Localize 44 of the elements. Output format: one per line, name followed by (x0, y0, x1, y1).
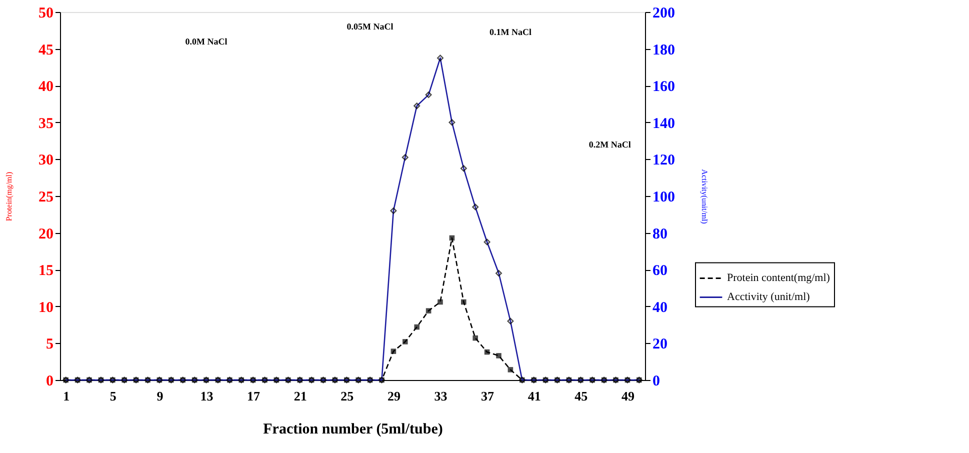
annotation: 0.0M NaCl (185, 36, 228, 46)
y-tick-label: 15 (38, 263, 54, 280)
y2-tick-label: 60 (652, 263, 668, 280)
y2-tick-label: 40 (652, 300, 668, 316)
y2-tick-label: 200 (652, 6, 675, 22)
y-tick-label: 40 (38, 79, 54, 96)
y-tick-label: 20 (38, 226, 54, 242)
x-tick-label: 25 (340, 388, 354, 404)
y-tick-label: 30 (38, 152, 54, 169)
x-axis-title: Fraction number (5ml/tube) (263, 422, 443, 438)
y-axis-title: Protein(mg/ml) (4, 172, 14, 222)
x-tick-label: 5 (110, 388, 117, 404)
y-tick-label: 45 (38, 42, 54, 58)
y2-tick-label: 20 (652, 336, 668, 353)
x-tick-label: 37 (481, 388, 495, 404)
y-tick-label: 5 (46, 336, 54, 353)
x-tick-label: 41 (528, 388, 541, 404)
x-tick-label: 21 (294, 388, 307, 404)
x-tick-label: 17 (247, 388, 261, 404)
x-tick-label: 9 (156, 388, 164, 404)
annotation: 0.1M NaCl (489, 27, 532, 38)
y-tick-label: 50 (38, 6, 54, 22)
y-tick-label: 10 (38, 300, 54, 316)
y2-tick-label: 0 (652, 374, 660, 390)
x-tick-label: 45 (574, 388, 588, 404)
legend-label: Acctivity (unit/ml) (727, 291, 810, 304)
x-tick-label: 29 (387, 388, 401, 404)
y2-tick-label: 120 (652, 152, 675, 169)
y2-tick-label: 80 (652, 226, 668, 242)
y2-axis-title: Activity(unit/ml) (700, 169, 709, 224)
y2-tick-label: 180 (652, 42, 675, 58)
x-tick-label: 1 (63, 388, 70, 404)
y2-tick-label: 160 (652, 79, 675, 96)
y2-tick-label: 140 (652, 116, 675, 132)
x-tick-label: 33 (434, 388, 448, 404)
legend-label: Protein content(mg/ml) (727, 272, 830, 284)
y2-tick-label: 100 (652, 190, 675, 206)
annotation: 0.05M NaCl (346, 22, 394, 32)
x-tick-label: 49 (621, 388, 635, 404)
y-tick-label: 35 (38, 116, 54, 132)
x-tick-label: 13 (200, 388, 214, 404)
y-tick-label: 25 (38, 190, 54, 206)
y-tick-label: 0 (46, 374, 54, 390)
annotation: 0.2M NaCl (588, 139, 632, 150)
